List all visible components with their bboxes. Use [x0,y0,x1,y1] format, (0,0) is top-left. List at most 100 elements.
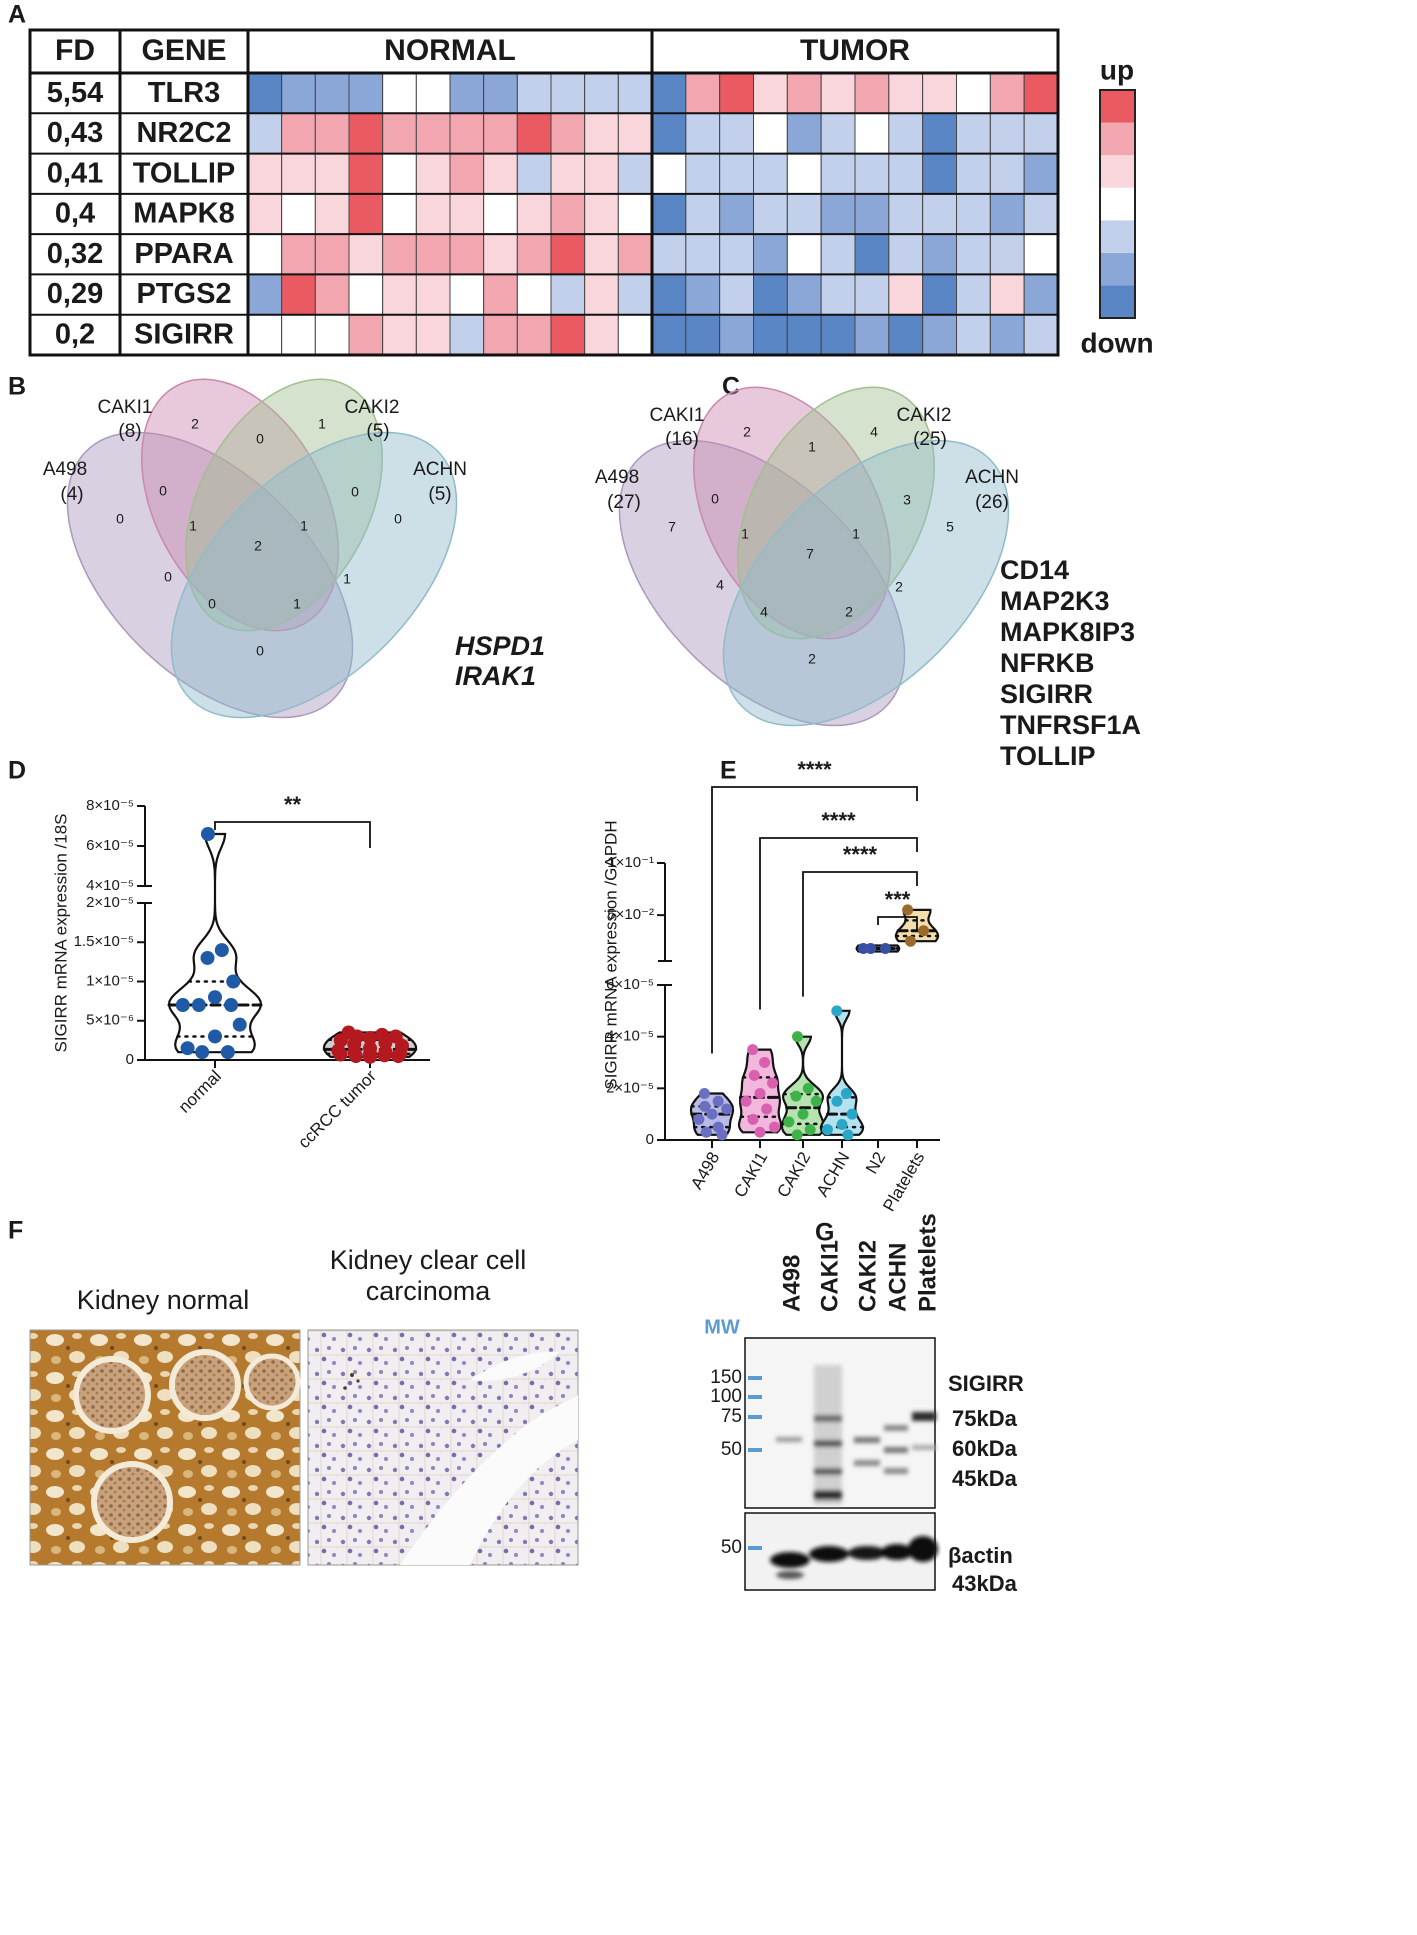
venn-region-count: 1 [318,416,326,432]
heatmap-cell [786,273,822,316]
heatmap-cell [415,314,451,356]
heatmap-cell [281,314,316,356]
heatmap-cell [348,273,384,316]
x-tick-label: ccRCC tumor [294,1066,380,1152]
band [848,1546,886,1560]
data-point [747,1044,759,1056]
heatmap-cell [820,273,856,316]
heatmap-cell [820,314,856,356]
heatmap-cell [1023,112,1059,155]
band-label: 45kDa [952,1466,1018,1491]
data-point [754,1126,766,1138]
heatmap-cell [719,314,755,356]
heatmap-cell [786,72,822,114]
glomerulus [73,1356,151,1434]
heatmap-cell [820,193,856,235]
x-tick-label: N2 [862,1149,889,1177]
violin [780,1035,826,1136]
heatmap-cell [584,314,619,356]
venn-set-count: (4) [60,484,83,505]
band [854,1437,880,1443]
heatmap-cell [753,273,788,316]
fd-value: 0,4 [55,198,95,230]
heatmap-cell [314,314,350,356]
heatmap-cell [483,112,518,155]
heatmap-cell [348,153,384,195]
gene-list-item: HSPD1 [455,631,545,661]
significance-bracket [759,837,918,1010]
venn-region-count: 1 [808,439,816,455]
data-point [721,1103,733,1115]
heatmap-cell [314,112,350,155]
heatmap-cell [888,112,924,155]
data-point [698,1088,710,1099]
data-point [333,1047,348,1062]
heatmap-cell [854,273,890,316]
heatmap-cell [922,193,958,235]
marker-label: 75 [721,1406,742,1427]
data-point [754,1088,766,1099]
band [912,1445,936,1450]
band [884,1447,908,1453]
gene-list-item: IRAK1 [455,661,536,691]
venn-region-count: 0 [351,484,359,500]
data-point [879,942,891,954]
heatmap-cell [651,233,687,275]
data-point [759,1057,771,1068]
heatmap-cell [550,72,586,114]
gene-list-item: MAPK8IP3 [1000,617,1135,647]
heatmap-cell [382,193,417,235]
data-point [767,1077,779,1089]
stain [350,1373,354,1377]
heatmap-cell [247,273,283,316]
venn-region-count: 4 [870,424,878,440]
heatmap-cell [956,314,991,356]
data-point [226,974,241,989]
heatmap-cell [281,72,316,114]
panel-letter: G [815,1219,834,1247]
data-point [790,1090,802,1102]
heatmap-cell [922,72,958,114]
heatmap-cell [685,72,721,114]
data-point [761,1103,773,1115]
gene-name: MAPK8 [133,198,235,230]
venn-region-count: 0 [256,431,264,447]
violin [819,1009,865,1136]
actin-bands [770,1536,938,1579]
venn-region-count: 0 [394,511,402,527]
heatmap-cell [382,153,417,195]
heatmap-cell [247,193,283,235]
band-label: βactin [948,1543,1013,1568]
heatmap-cell [854,233,890,275]
heatmap-cell [1023,273,1059,316]
heatmap-cell [617,314,653,356]
lane-label: CAKI2 [854,1240,881,1312]
x-tick-label: A498 [687,1149,723,1193]
band [881,1544,913,1560]
significance-bracket [802,871,918,997]
venn-region-count: 1 [343,571,351,587]
lane-label: Platelets [914,1213,941,1312]
heatmap-cell [989,314,1025,356]
data-point [918,925,930,937]
venn-region-count: 0 [159,483,167,499]
heatmap-cell [989,72,1025,114]
heatmap-cell [314,273,350,316]
data-point [363,1031,377,1046]
gene-name: TOLLIP [133,157,236,189]
heatmap-cell [247,112,283,155]
heatmap-cell [989,193,1025,235]
image-label: Kidney clear cell [330,1245,527,1275]
heatmap-cell [1023,314,1059,356]
scale-band [1100,187,1135,221]
x-tick-label: CAKI1 [730,1149,771,1201]
heatmap-cell [820,233,856,275]
fd-value: 0,29 [47,278,103,310]
x-tick-label: ACHN [813,1149,854,1200]
data-point [748,1069,760,1081]
data-point [180,1041,195,1056]
heatmap-cell [753,153,788,195]
heatmap-cell [314,193,350,235]
band [770,1552,810,1568]
